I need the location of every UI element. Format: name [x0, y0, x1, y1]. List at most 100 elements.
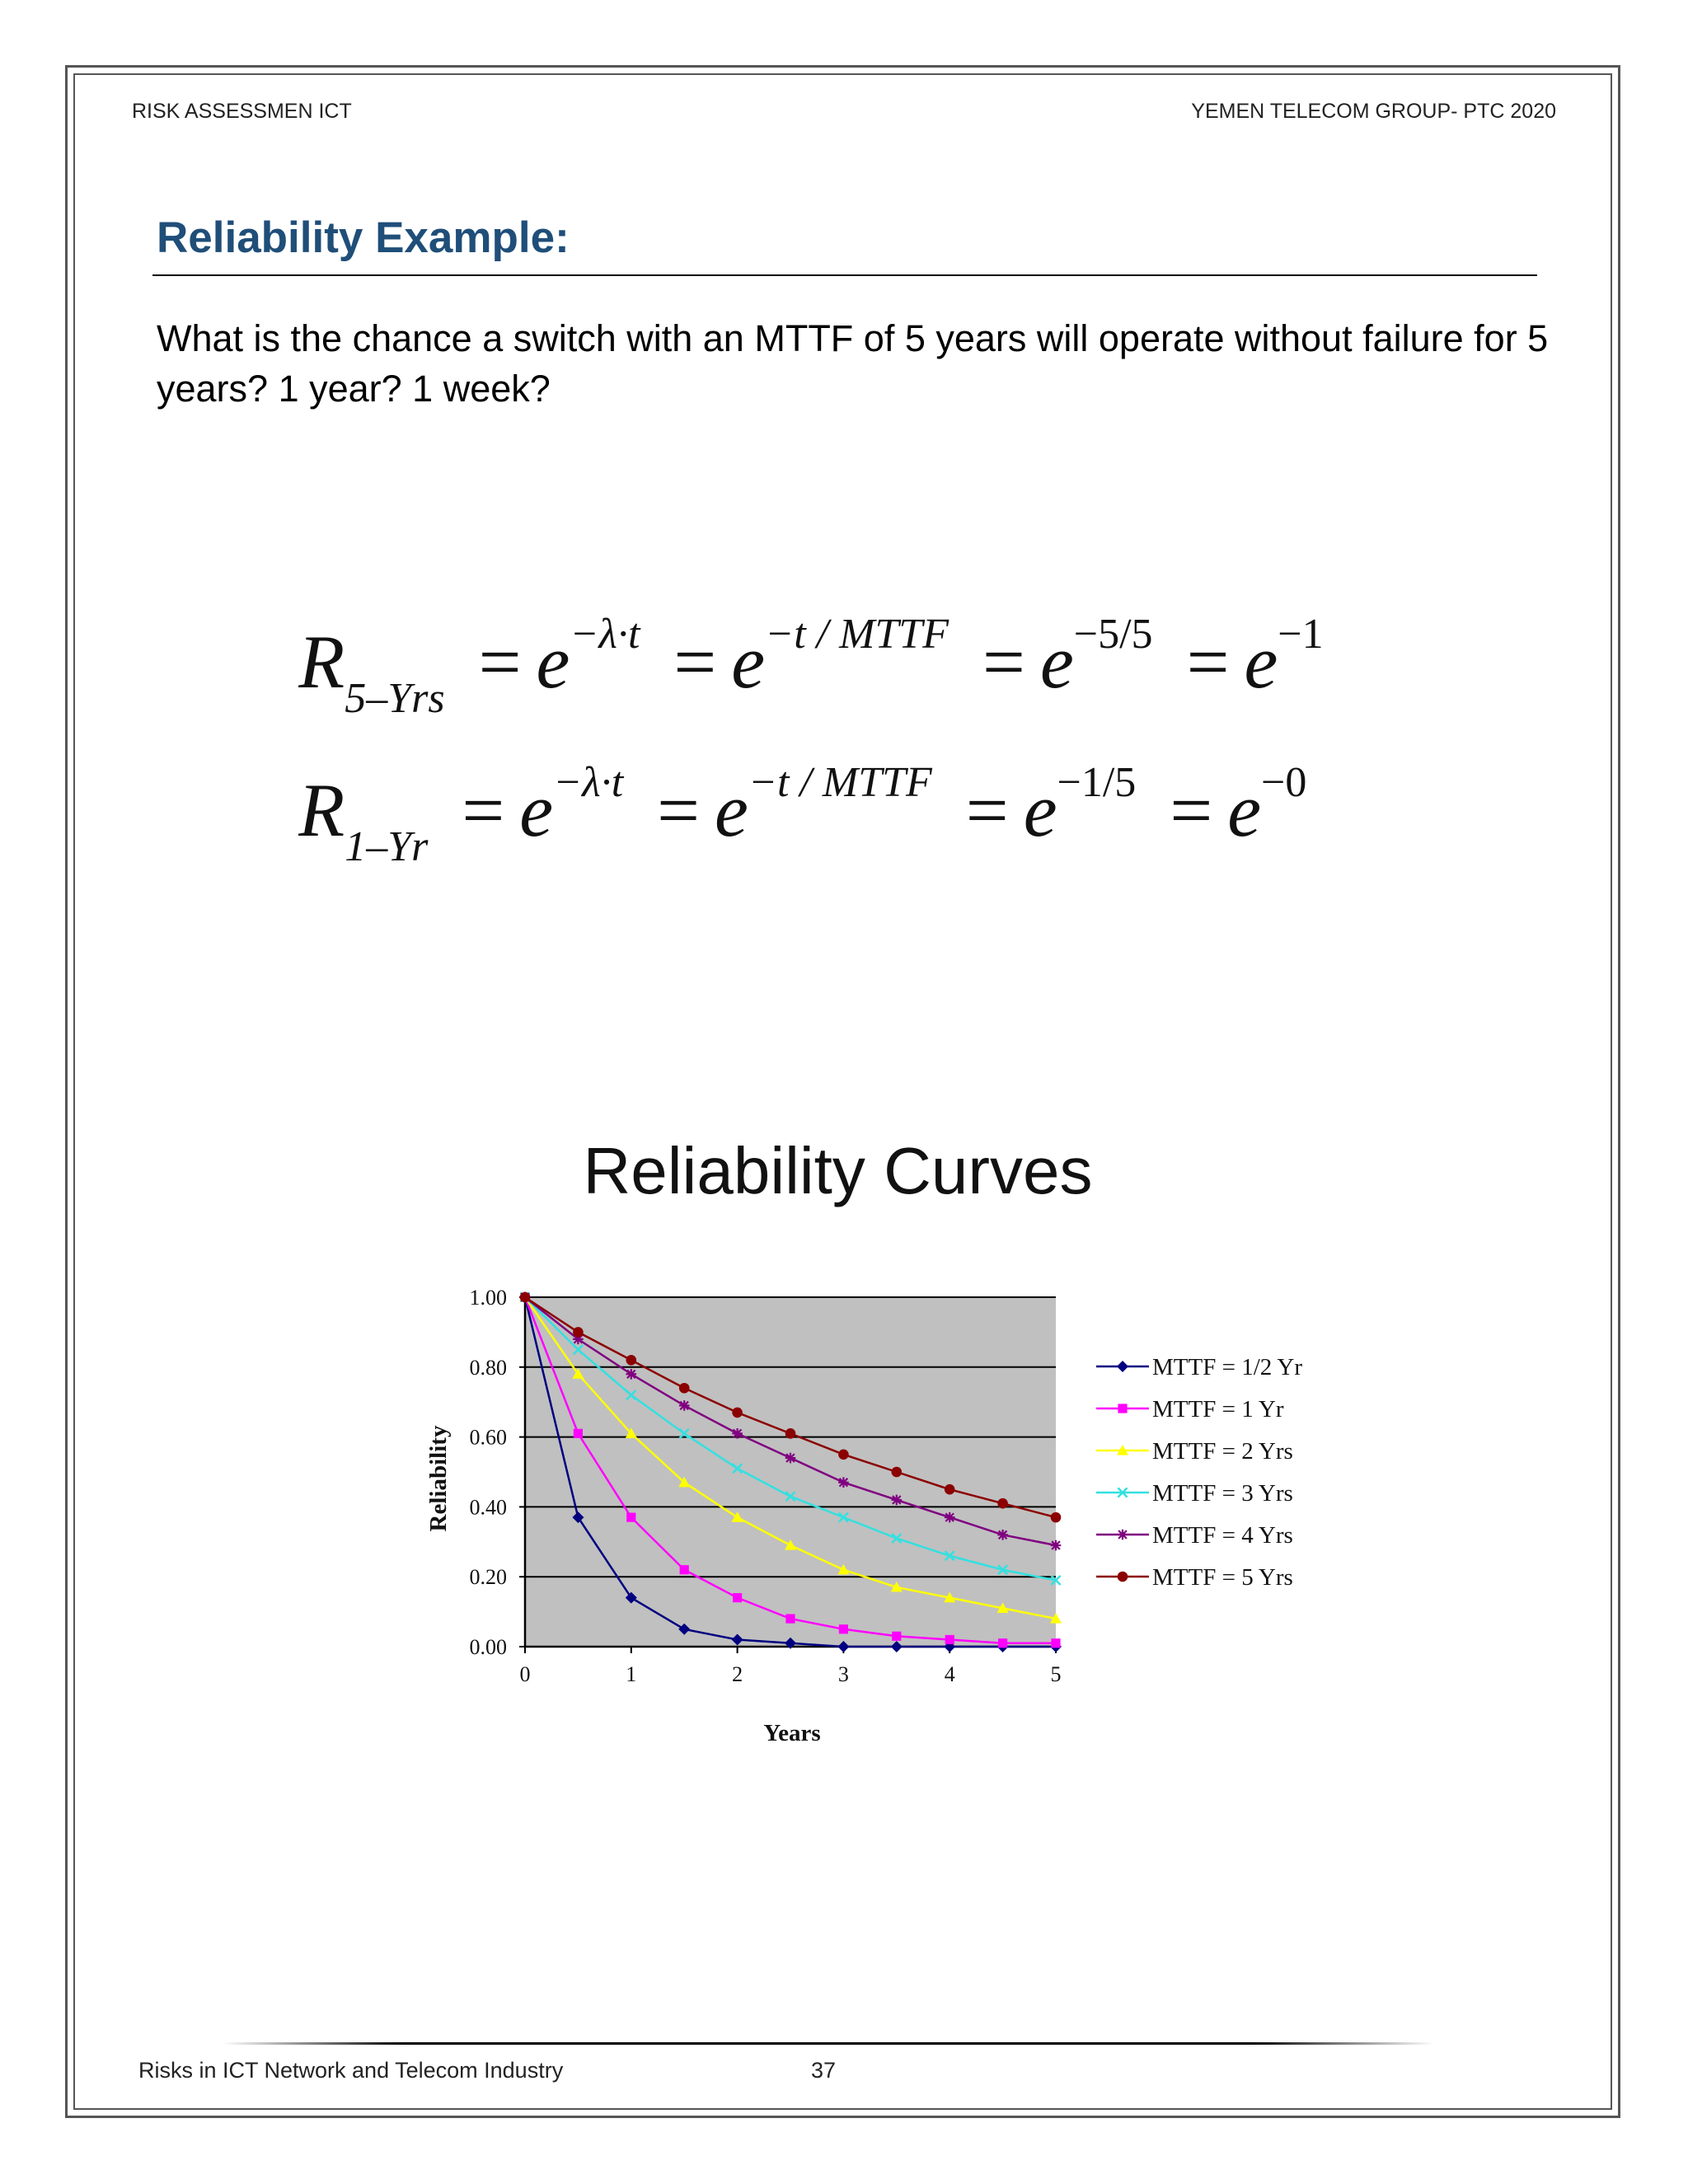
- legend-entry: MTTF = 3 Yrs: [1096, 1480, 1293, 1507]
- header-left: RISK ASSESSMEN ICT: [132, 100, 352, 123]
- data-point: [1050, 1511, 1062, 1523]
- y-axis-label: Reliability: [425, 1425, 452, 1531]
- data-point: [678, 1427, 690, 1439]
- data-point: [1050, 1540, 1062, 1551]
- formula-term: e: [1227, 768, 1262, 852]
- data-point: [785, 1452, 796, 1464]
- data-point: [733, 1593, 743, 1603]
- data-point: [573, 1333, 584, 1345]
- data-point: [1050, 1613, 1062, 1624]
- legend-marker: [1117, 1445, 1128, 1455]
- data-point: [625, 1427, 637, 1438]
- legend-label: MTTF = 5 Yrs: [1152, 1564, 1293, 1591]
- data-point: [626, 1355, 637, 1366]
- formula-exponent: −5/5: [1073, 611, 1153, 658]
- data-point: [678, 1476, 691, 1488]
- data-point: [678, 1400, 690, 1411]
- data-point: [944, 1550, 955, 1562]
- legend-marker: [1117, 1487, 1128, 1498]
- formula-exponent: −t / MTTF: [765, 611, 950, 658]
- data-point: [838, 1449, 849, 1460]
- y-tick-label: 0.60: [470, 1426, 508, 1450]
- data-point: [892, 1631, 902, 1641]
- formula-term: e: [1023, 768, 1057, 852]
- page-border-inner: [73, 73, 1612, 2110]
- formula-lhs: R: [298, 620, 345, 704]
- page-number: 37: [811, 2058, 837, 2083]
- data-point: [890, 1641, 903, 1652]
- data-point: [997, 1497, 1008, 1509]
- data-point: [837, 1641, 850, 1652]
- data-point: [838, 1477, 849, 1488]
- data-point: [997, 1564, 1009, 1576]
- data-point: [996, 1602, 1009, 1613]
- data-point: [785, 1428, 796, 1439]
- equals-sign: =: [1186, 620, 1230, 704]
- data-point: [732, 1463, 743, 1474]
- legend-entry: MTTF = 2 Yrs: [1096, 1438, 1293, 1465]
- data-point: [891, 1494, 903, 1506]
- formula-block: R5–Yrs = e−λ·t = e−t / MTTF = e−5/5 = e−1 R1…: [298, 602, 1403, 874]
- formula-term: e: [519, 768, 554, 852]
- data-point: [944, 1591, 956, 1603]
- data-point: [731, 1511, 743, 1522]
- legend-marker: [1117, 1571, 1128, 1582]
- data-point: [944, 1511, 955, 1523]
- y-tick-label: 0.00: [470, 1635, 508, 1659]
- data-point: [626, 1512, 636, 1522]
- legend-label: MTTF = 1/2 Yr: [1152, 1354, 1302, 1380]
- data-point: [785, 1614, 795, 1624]
- series-5: [519, 1291, 1062, 1551]
- formula-line-1: R5–Yrs = e−λ·t = e−t / MTTF = e−5/5 = e−1: [298, 610, 1324, 723]
- equals-sign: =: [965, 768, 1009, 852]
- y-tick-label: 1.00: [470, 1286, 508, 1310]
- data-point: [625, 1591, 637, 1604]
- formula-exponent: −t / MTTF: [748, 759, 932, 806]
- title-rule: [152, 274, 1537, 276]
- legend-label: MTTF = 1 Yr: [1152, 1396, 1284, 1422]
- equals-sign: =: [478, 620, 522, 704]
- chart-title: Reliability Curves: [0, 1133, 1688, 1209]
- data-point: [1051, 1638, 1061, 1648]
- x-tick-label: 2: [732, 1662, 743, 1686]
- legend-label: MTTF = 4 Yrs: [1152, 1522, 1293, 1549]
- data-point: [626, 1368, 637, 1380]
- series-4: [519, 1291, 1062, 1586]
- legend-label: MTTF = 2 Yrs: [1152, 1438, 1293, 1465]
- series-2: [520, 1292, 1061, 1648]
- formula-exponent: −1: [1278, 611, 1324, 658]
- y-tick-label: 0.20: [470, 1565, 508, 1589]
- formula-term: e: [1244, 620, 1278, 704]
- plot-area: [525, 1297, 1056, 1647]
- equals-sign: =: [982, 620, 1025, 704]
- x-tick-label: 4: [945, 1662, 955, 1686]
- data-point: [519, 1291, 531, 1303]
- y-tick-label: 0.80: [470, 1356, 508, 1380]
- data-point: [572, 1368, 584, 1379]
- data-point: [944, 1483, 955, 1495]
- legend-entry: MTTF = 4 Yrs: [1096, 1522, 1293, 1549]
- formula-exponent: −λ·t: [553, 759, 624, 806]
- data-point: [678, 1382, 690, 1394]
- legend-entry: MTTF = 1 Yr: [1096, 1396, 1284, 1422]
- data-point: [997, 1530, 1008, 1540]
- formula-lhs-sub: 1–Yr: [345, 823, 429, 870]
- equals-sign: =: [1170, 768, 1213, 852]
- header-right: YEMEN TELECOM GROUP- PTC 2020: [1191, 100, 1556, 123]
- data-point: [891, 1533, 903, 1544]
- data-point: [890, 1581, 903, 1592]
- equals-sign: =: [673, 620, 717, 704]
- data-point: [838, 1624, 848, 1634]
- equals-sign: =: [462, 768, 505, 852]
- data-point: [732, 1407, 743, 1418]
- data-point: [785, 1540, 796, 1550]
- formula-exponent: −1/5: [1057, 759, 1137, 806]
- formula-line-2: R1–Yr = e−λ·t = e−t / MTTF = e−1/5 = e−0: [298, 758, 1306, 871]
- data-point: [573, 1327, 584, 1338]
- data-point: [837, 1511, 849, 1523]
- data-point: [945, 1634, 954, 1645]
- data-point: [732, 1428, 743, 1439]
- x-tick-label: 3: [838, 1662, 849, 1686]
- data-point: [731, 1633, 743, 1646]
